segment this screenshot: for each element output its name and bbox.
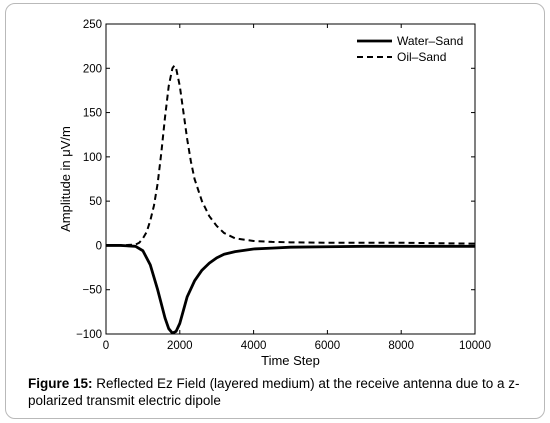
plot-area-border (105, 23, 476, 335)
x-tick-label: 10000 (459, 340, 491, 352)
ticks-layer: 0 2000 4000 6000 8000 10000 −100 −50 0 50 100 150 20… (76, 19, 491, 352)
y-tick-label: 100 (83, 152, 102, 164)
series-line-1 (106, 64, 476, 247)
y-tick-label: −100 (76, 329, 102, 341)
x-axis-label: Time Step (261, 353, 320, 368)
y-tick-label: 200 (83, 63, 102, 75)
legend-label-0: Water–Sand (397, 34, 463, 48)
series-layer (106, 64, 476, 335)
figure-caption: Figure 15: Reflected Ez Field (layered m… (28, 375, 534, 409)
series-line-0 (106, 244, 475, 335)
y-tick-label: 150 (83, 108, 102, 120)
figure-frame (5, 3, 545, 419)
y-axis-label: Amplitude in μV/m (58, 126, 73, 232)
x-tick-label: 6000 (315, 340, 341, 352)
caption-text: Reflected Ez Field (layered medium) at t… (28, 376, 520, 408)
caption-label: Figure 15: (28, 376, 93, 391)
x-tick-label: 4000 (241, 340, 267, 352)
x-tick-label: 2000 (167, 340, 193, 352)
y-tick-label: −50 (82, 285, 102, 297)
legend: Water–Sand Oil–Sand (357, 34, 463, 64)
x-tick-label: 0 (103, 340, 109, 352)
legend-label-1: Oil–Sand (397, 50, 446, 64)
y-tick-label: 0 (96, 240, 102, 252)
y-tick-label: 250 (83, 19, 102, 31)
x-tick-label: 8000 (388, 340, 414, 352)
y-tick-label: 50 (89, 196, 102, 208)
